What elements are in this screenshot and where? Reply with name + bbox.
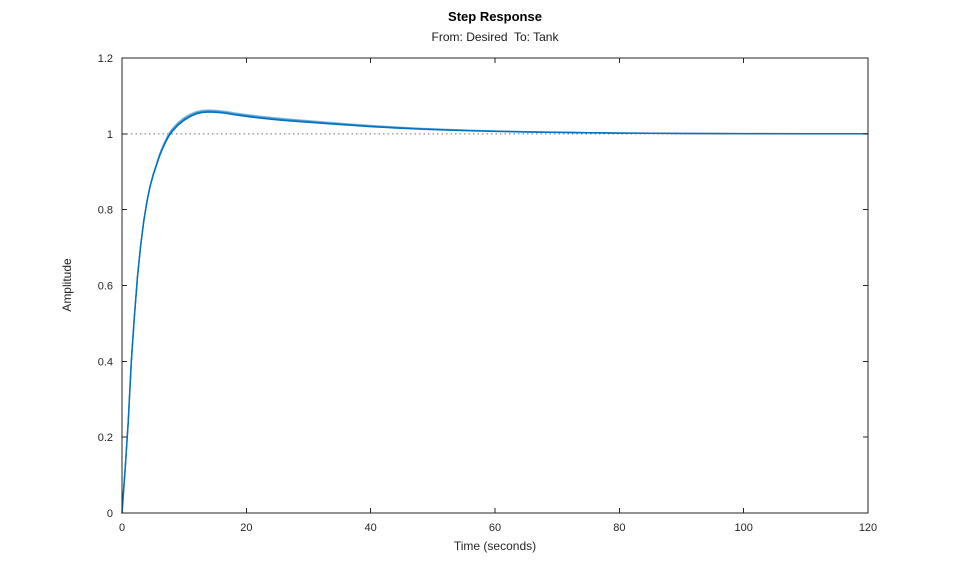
y-tick-label: 0.2 (98, 432, 113, 444)
series-line-step-response-light[interactable] (121, 109, 869, 514)
x-tick-label: 20 (240, 522, 252, 534)
y-tick-label: 0.4 (98, 356, 113, 368)
axes-box (121, 57, 869, 514)
x-tick-label: 100 (734, 522, 752, 534)
chart-subtitle: From: Desired To: Tank (431, 30, 559, 44)
y-tick-label: 0.6 (98, 281, 113, 293)
x-tick-label: 0 (119, 522, 125, 534)
y-tick-label: 1 (107, 129, 113, 141)
x-tick-label: 80 (613, 522, 625, 534)
x-axis-label: Time (seconds) (453, 539, 537, 553)
chart-title: Step Response (448, 9, 542, 24)
series-line-step-response-medium[interactable] (121, 110, 869, 514)
y-tick-label: 0 (107, 508, 113, 520)
x-tick-label: 120 (859, 522, 877, 534)
x-tick-label: 40 (365, 522, 377, 534)
series-line-step-response-dark[interactable] (121, 111, 869, 514)
x-tick-label: 60 (489, 522, 501, 534)
y-tick-label: 0.8 (98, 205, 113, 217)
y-tick-label: 1.2 (98, 53, 113, 65)
